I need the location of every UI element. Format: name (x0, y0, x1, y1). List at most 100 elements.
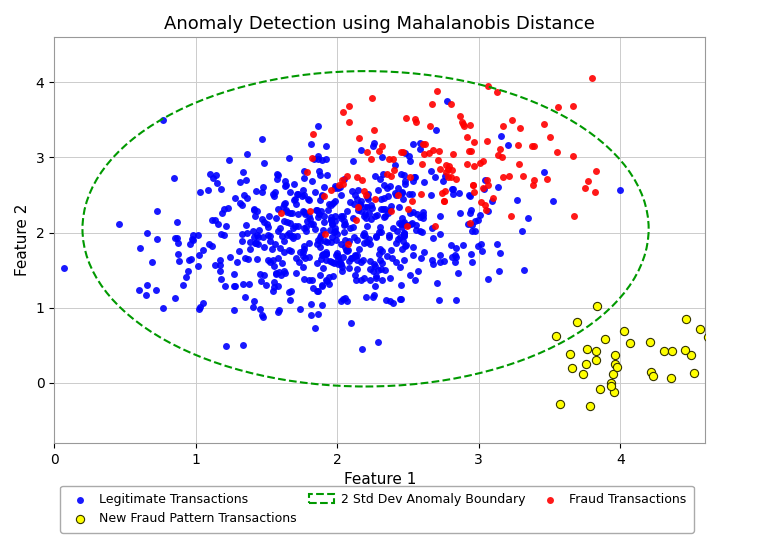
Legitimate Transactions (368, 260, 380, 269)
Legitimate Transactions (284, 231, 296, 240)
Legitimate Transactions (384, 181, 396, 190)
Legitimate Transactions (324, 256, 336, 265)
Legitimate Transactions (312, 152, 324, 161)
Legitimate Transactions (311, 240, 323, 248)
Legitimate Transactions (417, 210, 429, 219)
Legitimate Transactions (269, 187, 281, 196)
Legitimate Transactions (391, 227, 404, 235)
Legitimate Transactions (321, 171, 333, 179)
Fraud Transactions (343, 102, 355, 110)
Legitimate Transactions (316, 191, 329, 200)
Legitimate Transactions (268, 191, 280, 200)
Legitimate Transactions (244, 245, 257, 253)
Legitimate Transactions (313, 166, 325, 175)
Legitimate Transactions (277, 200, 290, 208)
Legitimate Transactions (205, 215, 218, 224)
Legitimate Transactions (365, 201, 377, 210)
Legitimate Transactions (502, 141, 514, 150)
Legitimate Transactions (361, 238, 373, 247)
New Fraud Pattern Transactions (611, 362, 623, 371)
Legitimate Transactions (187, 235, 199, 244)
Legitimate Transactions (239, 253, 251, 262)
Legitimate Transactions (247, 227, 260, 235)
Legitimate Transactions (466, 258, 478, 267)
Legitimate Transactions (272, 227, 284, 235)
Fraud Transactions (582, 177, 594, 185)
Fraud Transactions (434, 165, 446, 173)
Legitimate Transactions (278, 267, 290, 275)
Legitimate Transactions (247, 232, 260, 241)
Legitimate Transactions (464, 206, 476, 214)
Legitimate Transactions (374, 175, 386, 184)
Legitimate Transactions (522, 213, 534, 222)
Legitimate Transactions (133, 286, 146, 295)
New Fraud Pattern Transactions (658, 346, 670, 355)
Legitimate Transactions (331, 230, 343, 238)
Legitimate Transactions (301, 216, 313, 225)
Legitimate Transactions (463, 208, 476, 217)
Legitimate Transactions (326, 213, 338, 221)
Legitimate Transactions (133, 244, 146, 253)
Fraud Transactions (342, 239, 354, 248)
Legitimate Transactions (172, 256, 185, 265)
Legitimate Transactions (348, 233, 360, 241)
Legitimate Transactions (463, 191, 475, 199)
Legitimate Transactions (355, 258, 368, 266)
Legitimate Transactions (358, 212, 371, 220)
Legitimate Transactions (311, 205, 323, 214)
Legitimate Transactions (370, 232, 382, 240)
Legitimate Transactions (482, 206, 494, 215)
Legitimate Transactions (313, 195, 326, 204)
Legitimate Transactions (342, 237, 355, 246)
Legitimate Transactions (372, 250, 385, 259)
Legitimate Transactions (318, 212, 330, 220)
Legitimate Transactions (385, 201, 398, 210)
Legitimate Transactions (228, 194, 241, 202)
Legitimate Transactions (303, 211, 315, 220)
Legitimate Transactions (347, 222, 359, 231)
Legitimate Transactions (375, 265, 387, 274)
Legitimate Transactions (402, 220, 414, 229)
Legitimate Transactions (345, 319, 358, 327)
Legitimate Transactions (398, 149, 411, 158)
Legitimate Transactions (407, 242, 419, 251)
Fraud Transactions (408, 114, 421, 123)
Legitimate Transactions (312, 309, 324, 318)
Fraud Transactions (440, 168, 453, 177)
Legitimate Transactions (257, 271, 270, 279)
Legitimate Transactions (275, 270, 287, 279)
Legitimate Transactions (426, 256, 438, 265)
Legitimate Transactions (320, 142, 332, 151)
Legitimate Transactions (329, 182, 342, 191)
Legitimate Transactions (193, 305, 205, 314)
Legitimate Transactions (228, 306, 241, 314)
Legitimate Transactions (352, 206, 364, 214)
Legitimate Transactions (300, 210, 312, 218)
Legitimate Transactions (268, 261, 280, 270)
Legitimate Transactions (289, 194, 301, 203)
Legitimate Transactions (228, 269, 240, 278)
Legitimate Transactions (336, 212, 348, 220)
Legitimate Transactions (395, 294, 408, 303)
Fraud Transactions (481, 180, 493, 189)
Legitimate Transactions (283, 295, 296, 304)
Legitimate Transactions (219, 282, 231, 291)
Legitimate Transactions (407, 207, 419, 216)
Legitimate Transactions (248, 205, 260, 213)
Fraud Transactions (385, 172, 397, 180)
Legitimate Transactions (269, 240, 281, 248)
Legitimate Transactions (399, 241, 411, 249)
Legitimate Transactions (224, 156, 236, 164)
Fraud Transactions (590, 167, 602, 176)
Legitimate Transactions (337, 211, 349, 220)
Fraud Transactions (567, 152, 579, 160)
Legitimate Transactions (344, 224, 356, 232)
Fraud Transactions (381, 170, 394, 178)
Legitimate Transactions (214, 255, 227, 264)
Legitimate Transactions (332, 183, 344, 192)
Fraud Transactions (492, 150, 504, 159)
Legitimate Transactions (171, 218, 183, 227)
Legitimate Transactions (306, 177, 318, 186)
Legitimate Transactions (396, 222, 408, 231)
Legitimate Transactions (298, 275, 310, 284)
